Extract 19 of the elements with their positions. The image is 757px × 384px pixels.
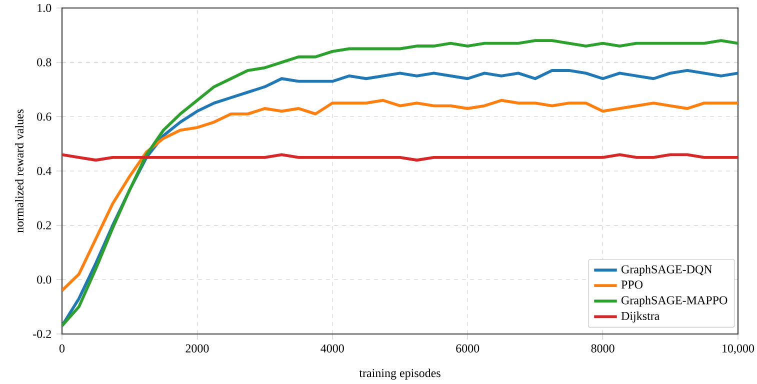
legend-label: GraphSAGE-DQN — [622, 264, 712, 276]
legend-label: PPO — [621, 280, 643, 289]
y-tick-label: 0.6 — [37, 112, 52, 121]
y-axis-title: normalized reward values — [15, 109, 24, 233]
x-tick-label: 2000 — [186, 344, 209, 352]
legend-label: Dijkstra — [621, 312, 660, 322]
y-tick-label: -0.2 — [33, 330, 51, 338]
y-tick-label: 0.4 — [37, 166, 52, 176]
y-tick-label: 0.0 — [37, 276, 52, 284]
x-tick-label: 4000 — [320, 344, 344, 352]
x-tick-label: 6000 — [456, 344, 480, 352]
y-tick-label: 0.2 — [37, 221, 51, 230]
x-tick-label: 0 — [59, 344, 65, 352]
x-tick-label: 8000 — [591, 344, 614, 352]
legend-label: GraphSAGE-MAPPO — [622, 296, 728, 307]
y-tick-label: 1.0 — [38, 4, 52, 12]
x-tick-label: 10,000 — [722, 344, 754, 354]
x-axis-title: training episodes — [359, 368, 440, 380]
y-tick-label: 0.8 — [37, 58, 52, 66]
